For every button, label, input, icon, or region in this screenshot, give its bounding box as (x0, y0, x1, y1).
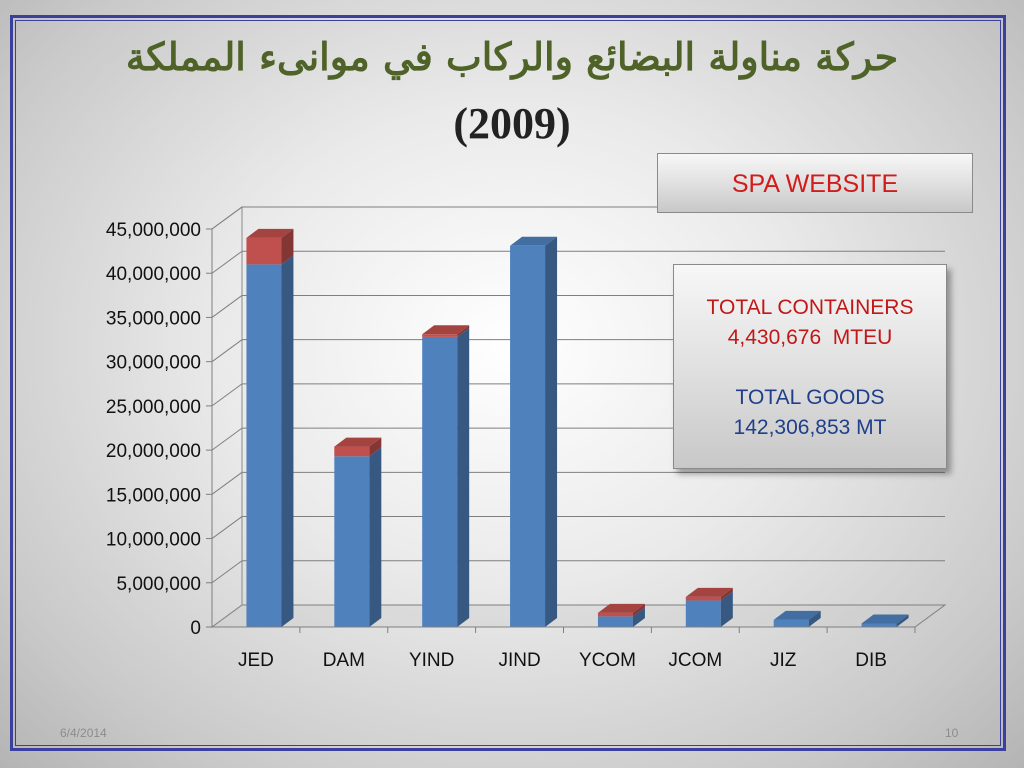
bar-jcom-s0-front (685, 600, 721, 627)
bar-yind-s1-side (457, 325, 470, 337)
gridline-diagonal (211, 250, 243, 274)
x-tick-label: YIND (409, 650, 454, 671)
bar-jcom-s1-front (685, 596, 721, 601)
bar-jcom-s0-side (720, 591, 733, 627)
y-tick-label: 0 (190, 618, 201, 639)
bar-dam-s0-side (369, 447, 382, 627)
spa-website-label: SPA WEBSITE (731, 170, 899, 198)
bar-yind-s1-front (422, 334, 458, 337)
gridline-diagonal (211, 206, 243, 230)
y-tick-label: 35,000,000 (106, 308, 201, 329)
x-tick-label: JIND (498, 650, 540, 671)
bar-jcom-top (685, 587, 733, 597)
totals-box: TOTAL CONTAINERS 4,430,676 MTEU TOTAL GO… (673, 264, 947, 469)
x-tick-label: DIB (855, 650, 887, 671)
y-tick-label: 45,000,000 (106, 220, 201, 241)
gridline-diagonal (211, 339, 243, 363)
gridline-diagonal (211, 560, 243, 584)
bar-jind-s0-front (510, 245, 546, 627)
gridline-diagonal (211, 516, 243, 539)
x-tick-label: JED (238, 650, 274, 671)
bar-dib-s0-side (896, 614, 909, 627)
gridline-diagonal (211, 383, 243, 407)
total-containers-value: 4,430,676 MTEU (727, 326, 893, 349)
bar-jed-s1-front (246, 237, 282, 265)
bar-jed-s0-side (281, 255, 294, 627)
bar-yind-s0-side (457, 327, 470, 627)
bar-jcom-s1-side (720, 587, 733, 601)
bar-ycom-s0-side (632, 607, 645, 627)
bar-jed-top (246, 228, 294, 238)
bar-ycom-s1-side (632, 603, 645, 617)
gridline-diagonal (211, 471, 243, 495)
total-goods-value: 142,306,853 MT (733, 416, 887, 439)
bar-dam-s0-front (334, 456, 370, 627)
bar-jiz-s0-side (808, 610, 821, 627)
bar-ycom-top (597, 603, 645, 613)
slide-frame-inner (15, 20, 1001, 746)
bar-jind-top (510, 236, 558, 246)
bar-dam-top (334, 437, 382, 447)
bar-yind-s0-front (422, 336, 458, 627)
chart-floor (210, 604, 947, 628)
slide-frame-outer (10, 15, 1006, 751)
bar-jed-s1-side (281, 228, 294, 265)
y-tick-label: 5,000,000 (116, 574, 201, 595)
bar-dam-s1-side (369, 437, 382, 457)
total-containers-label: TOTAL CONTAINERS (706, 296, 914, 319)
slide-title: حركة مناولة البضائع والركاب في موانىء ال… (125, 34, 899, 79)
bar-jiz-s0-front (773, 619, 809, 627)
gridline-diagonal (211, 427, 243, 451)
bar-dam-s1-front (334, 446, 370, 457)
x-tick-label: DAM (323, 650, 365, 671)
bar-dib-s0-front (861, 623, 897, 627)
x-tick-label: JIZ (770, 650, 797, 671)
bar-ycom-s1-front (597, 612, 633, 617)
y-tick-label: 40,000,000 (106, 264, 201, 285)
spa-website-box: SPA WEBSITE (657, 153, 973, 213)
footer-date: 6/4/2014 (60, 726, 107, 740)
bar-yind-top (422, 325, 470, 335)
bar-jed-s0-front (246, 264, 282, 627)
x-tick-label: YCOM (579, 650, 636, 671)
bar-ycom-s0-front (597, 616, 633, 627)
y-tick-label: 30,000,000 (106, 353, 201, 374)
y-tick-label: 25,000,000 (106, 397, 201, 418)
total-goods-label: TOTAL GOODS (735, 386, 885, 409)
page-number: 10 (945, 726, 959, 740)
bar-jiz-top (773, 610, 821, 620)
y-tick-label: 10,000,000 (106, 530, 201, 551)
bar-dib-top (861, 614, 909, 624)
slide-year: (2009) (453, 99, 571, 148)
x-tick-label: JCOM (668, 650, 722, 671)
gridline-diagonal (211, 295, 243, 318)
y-tick-label: 15,000,000 (106, 485, 201, 506)
y-tick-label: 20,000,000 (106, 441, 201, 462)
bar-jind-s0-side (545, 236, 558, 627)
